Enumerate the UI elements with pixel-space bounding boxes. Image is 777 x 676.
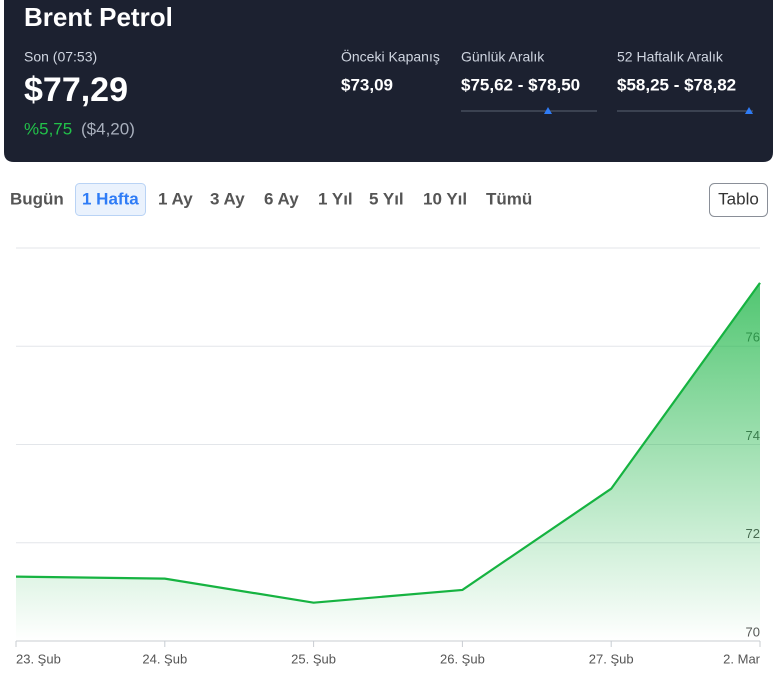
x-tick-label: 25. Şub [291, 651, 336, 666]
tab-selected-bg [75, 183, 146, 216]
stat-label: Önceki Kapanış [341, 48, 440, 65]
header-panel [4, 0, 773, 162]
table-button[interactable] [709, 183, 768, 217]
range-marker [745, 107, 753, 114]
x-tick-label: 27. Şub [589, 651, 634, 666]
tab[interactable]: 5 Yıl [369, 189, 404, 208]
tab[interactable]: 1 Yıl [318, 189, 353, 208]
x-tick-label: 2. Mar [723, 651, 761, 666]
stat-value: $75,62 - $78,50 [461, 75, 580, 94]
tab[interactable]: Tümü [486, 189, 532, 208]
stat-label: Günlük Aralık [461, 49, 545, 65]
tab[interactable]: 3 Ay [210, 189, 245, 208]
stat-value: $58,25 - $78,82 [617, 75, 736, 94]
tab[interactable]: 1 Hafta [82, 189, 139, 208]
line [15, 282, 761, 604]
stat-value: $73,09 [341, 75, 393, 94]
tab[interactable]: Bugün [10, 189, 64, 208]
change-pct: %5,75 [24, 119, 72, 138]
change-abs: ($4,20) [81, 119, 135, 138]
price: $77,29 [24, 71, 128, 109]
stat-label: 52 Haftalık Aralık [617, 49, 724, 65]
tab[interactable]: 1 Ay [158, 189, 193, 208]
area [16, 282, 760, 641]
tab[interactable]: 6 Ay [264, 189, 299, 208]
table-button-label[interactable]: Tablo [718, 189, 759, 208]
x-tick-label: 26. Şub [440, 651, 485, 666]
x-tick-label: 23. Şub [16, 651, 61, 666]
tab[interactable]: 10 Yıl [423, 189, 467, 208]
x-tick-label: 24. Şub [142, 651, 187, 666]
title: Brent Petrol [24, 2, 173, 32]
last-label: Son (07:53) [24, 49, 97, 65]
range-marker [544, 107, 552, 114]
